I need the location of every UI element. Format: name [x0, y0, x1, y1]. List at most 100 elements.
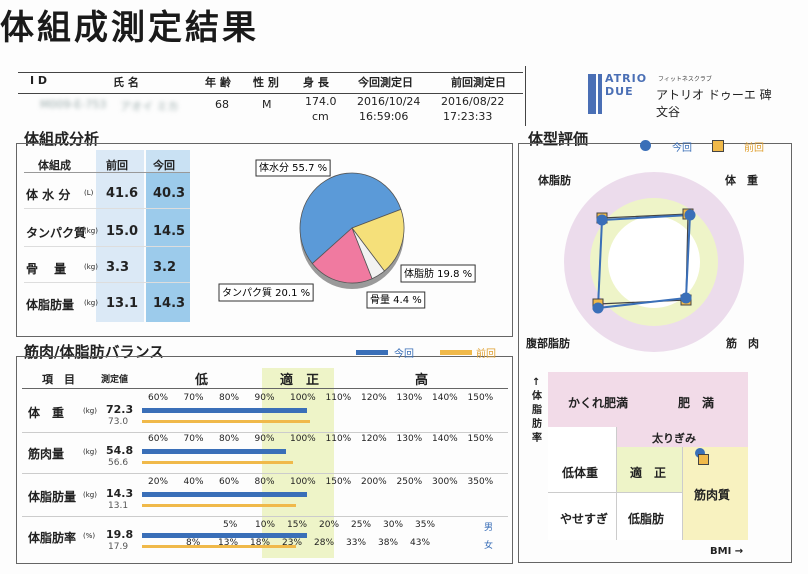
- balance-legend-curr: 今回: [394, 349, 414, 360]
- current-time: 16:59:06: [359, 110, 409, 123]
- svg-text:骨量 4.4 %: 骨量 4.4 %: [370, 294, 422, 306]
- balance-row-prev: 56.6: [108, 458, 129, 468]
- comp-row-curr: 14.3: [153, 296, 186, 311]
- pie-label: 骨量 4.4 %: [366, 291, 426, 309]
- scale-tick: 150%: [325, 477, 352, 487]
- previous-date: 2016/08/22: [441, 95, 505, 108]
- scale-tick-female: 43%: [410, 538, 431, 548]
- comp-col-curr: 今回: [153, 159, 175, 172]
- scale-tick-female: 8%: [186, 538, 201, 548]
- scale-tick: 80%: [219, 393, 240, 403]
- scale-tick: 70%: [183, 434, 204, 444]
- body-type-matrix: かくれ肥満 肥 満 太りぎみ 低体重 適 正 筋肉質 やせすぎ 低脂肪: [548, 372, 748, 540]
- balance-row-label: 筋肉量: [28, 447, 65, 461]
- radar-label-weight: 体 重: [725, 174, 758, 187]
- comp-row-curr: 14.5: [153, 224, 186, 239]
- matrix-y-axis-label: ↑体脂肪率: [532, 377, 542, 444]
- scale-tick: 60%: [148, 434, 169, 444]
- comp-row-prev: 15.0: [106, 224, 139, 239]
- composition-pie-chart: 体水分 55.7 % 体脂肪 19.8 % 骨量 4.4 % タンパク質 20.1 %: [218, 159, 476, 309]
- sex-label-male: 男: [484, 523, 494, 533]
- age-value: 68: [215, 98, 229, 111]
- matrix-curr-point: [695, 448, 705, 458]
- comp-row-curr: 40.3: [153, 186, 186, 201]
- scale-tick: 130%: [396, 393, 423, 403]
- scale-tick: 60%: [148, 393, 169, 403]
- balance-bar-current: [142, 533, 307, 538]
- brand-logo: ATRIO DUE フィットネスクラブ アトリオ ドゥーエ 碑文谷: [588, 72, 778, 119]
- balance-row-curr: 19.8: [106, 528, 134, 541]
- scale-tick: 110%: [325, 434, 352, 444]
- matrix-cell-obese: 肥 満: [678, 396, 715, 410]
- balance-row-prev: 17.9: [108, 542, 129, 552]
- balance-col-value: 測定値: [101, 375, 129, 385]
- svg-text:タンパク質 20.1 %: タンパク質 20.1 %: [222, 286, 310, 299]
- height-unit: cm: [312, 110, 329, 123]
- comp-row-unit: (kg): [84, 227, 98, 235]
- scale-tick: 140%: [432, 434, 458, 444]
- comp-row-unit: (kg): [84, 299, 98, 307]
- balance-bar-current: [142, 492, 307, 497]
- balance-row-curr: 72.3: [106, 403, 134, 416]
- comp-row-prev: 13.1: [106, 296, 139, 311]
- label-name: 氏 名: [113, 76, 139, 89]
- pie-label: 体水分 55.7 %: [255, 159, 331, 177]
- label-id: I D: [30, 74, 48, 87]
- radar-label-muscle: 筋 肉: [726, 337, 759, 350]
- zone-normal-label: 適 正: [280, 373, 320, 388]
- scale-tick: 100%: [290, 393, 316, 403]
- page-title: 体組成測定結果: [0, 8, 259, 48]
- label-sex: 性 別: [253, 76, 279, 89]
- scale-tick: 70%: [183, 393, 204, 403]
- matrix-x-axis-label: BMI →: [710, 546, 744, 557]
- balance-bar-current: [142, 449, 286, 454]
- matrix-cell-underweight: 低体重: [562, 466, 599, 480]
- scale-tick: 350%: [467, 477, 494, 487]
- matrix-cell-too-thin: やせすぎ: [560, 512, 609, 526]
- previous-time: 17:23:33: [443, 110, 493, 123]
- matrix-cell-overweight: 太りぎみ: [652, 432, 696, 445]
- scale-tick: 40%: [183, 477, 204, 487]
- scale-tick-male: 35%: [415, 520, 436, 530]
- matrix-cell-hidden-obesity: かくれ肥満: [568, 396, 629, 410]
- scale-tick-female: 38%: [378, 538, 399, 548]
- zone-low-label: 低: [195, 373, 209, 388]
- svg-text:体脂肪 19.8 %: 体脂肪 19.8 %: [404, 267, 472, 280]
- pie-slice: [299, 172, 402, 265]
- scale-tick-male: 20%: [319, 520, 340, 530]
- radar-label-abdominal-fat: 腹部脂肪: [526, 337, 570, 350]
- radar-inner-circle: [608, 216, 700, 308]
- matrix-cell-muscular: 筋肉質: [694, 488, 731, 502]
- scale-tick-female: 33%: [346, 538, 367, 548]
- comp-row-label: 骨 量: [26, 262, 67, 276]
- balance-bar-previous: [142, 420, 310, 423]
- legend-prev-square: [712, 140, 724, 152]
- scale-tick: 90%: [254, 393, 275, 403]
- scale-tick-male: 5%: [223, 520, 238, 530]
- legend-curr-dot: [640, 140, 651, 151]
- scale-tick-female: 23%: [282, 538, 303, 548]
- body-type-frame: [518, 143, 792, 563]
- scale-tick: 90%: [254, 434, 275, 444]
- balance-row-label: 体脂肪量: [28, 490, 77, 504]
- balance-bar-previous: [142, 461, 293, 464]
- zone-high-label: 高: [415, 373, 429, 388]
- scale-tick: 110%: [325, 393, 352, 403]
- label-age: 年 齢: [205, 76, 231, 89]
- balance-row-unit: (kg): [83, 407, 97, 415]
- scale-tick: 140%: [432, 393, 458, 403]
- scale-tick: 80%: [254, 477, 275, 487]
- balance-row-curr: 14.3: [106, 487, 134, 500]
- sex-value: M: [262, 98, 272, 111]
- label-height: 身 長: [303, 76, 329, 89]
- curr-column-bg: [146, 172, 190, 322]
- scale-tick: 250%: [396, 477, 423, 487]
- pie-slice: [351, 208, 405, 272]
- svg-text:体水分 55.7 %: 体水分 55.7 %: [259, 162, 327, 174]
- comp-row-label: 体 水 分: [26, 188, 71, 202]
- scale-tick: 120%: [361, 434, 387, 444]
- balance-row-unit: (kg): [83, 491, 97, 499]
- comp-row-curr: 3.2: [153, 260, 177, 275]
- logo-kana: フィットネスクラブ: [658, 76, 712, 83]
- comp-row-unit: (kg): [84, 263, 98, 271]
